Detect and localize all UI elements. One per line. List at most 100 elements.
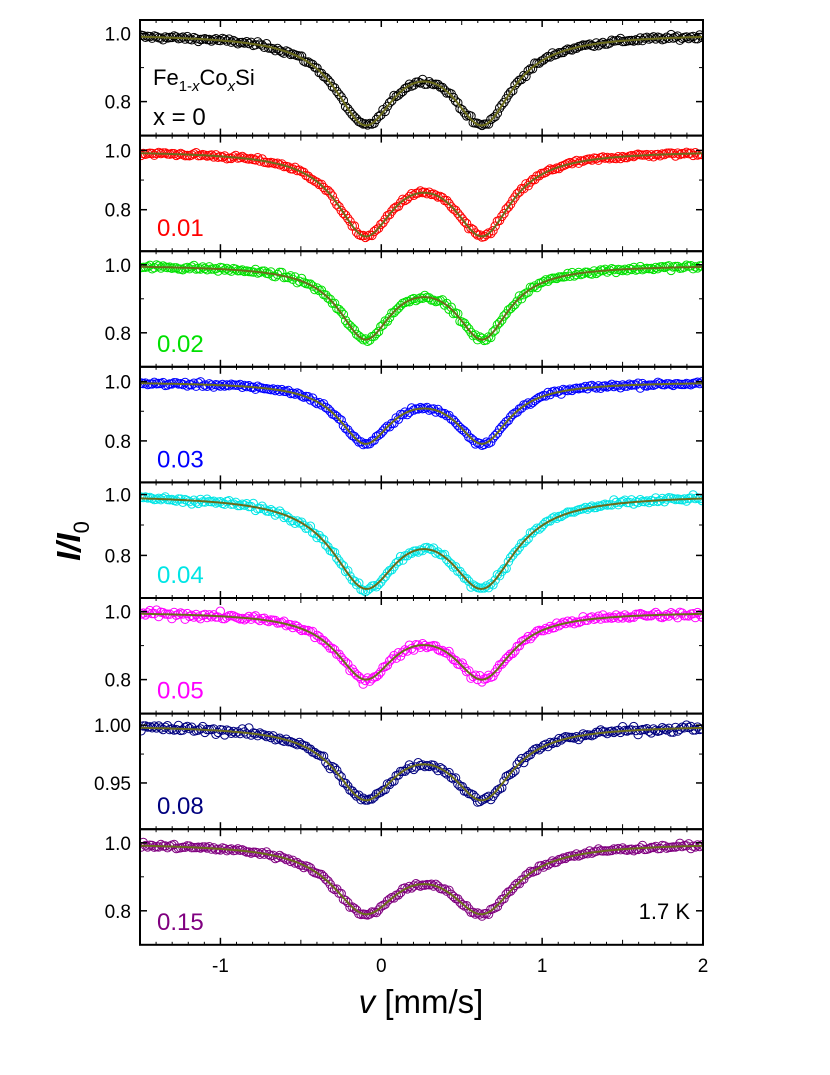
- data-point: [653, 377, 663, 387]
- data-point: [635, 261, 645, 272]
- data-point: [695, 30, 703, 40]
- data-point: [560, 45, 571, 56]
- panel-6: 0.95 1.00 0.08: [94, 712, 704, 831]
- data-point: [631, 609, 641, 619]
- data-point: [391, 558, 401, 568]
- y-tick-label: 1.0: [105, 834, 131, 855]
- data-point: [316, 751, 327, 761]
- data-point: [494, 318, 505, 328]
- data-point: [439, 767, 450, 777]
- data-point: [446, 772, 456, 783]
- series-label-5: 0.05: [157, 678, 204, 705]
- data-point: [587, 612, 597, 622]
- data-point: [490, 325, 500, 335]
- data-point: [655, 843, 665, 854]
- data-point: [508, 648, 518, 659]
- data-point: [521, 288, 531, 298]
- fit-line-4: [140, 497, 703, 591]
- data-point: [250, 505, 261, 516]
- data-point: [398, 647, 408, 657]
- data-point: [450, 96, 461, 106]
- series-label-6: 0.08: [157, 793, 204, 820]
- series-label-1: 0.01: [157, 215, 204, 242]
- fit-line-6: [140, 726, 703, 802]
- data-point: [354, 116, 364, 127]
- data-point: [508, 409, 518, 420]
- data-point: [213, 727, 223, 738]
- data-point: [158, 261, 168, 271]
- data-point: [233, 844, 243, 854]
- data-point: [492, 901, 503, 912]
- data-point: [360, 675, 371, 686]
- panels-group: 0.8 1.0 x = 0 0.8 1.0 0.01 0.8 1.0 0.02 0.8 1.0 0.0…: [94, 19, 704, 946]
- data-point: [307, 866, 318, 876]
- data-point: [391, 653, 401, 663]
- data-point: [499, 894, 509, 904]
- data-point: [633, 378, 643, 388]
- data-point: [343, 104, 353, 114]
- data-point: [314, 750, 324, 760]
- data-point: [648, 264, 659, 275]
- data-point: [292, 516, 302, 526]
- data-point: [615, 383, 626, 393]
- data-point: [158, 608, 168, 618]
- data-point: [648, 152, 659, 162]
- data-point: [149, 721, 160, 731]
- panel-2: 0.8 1.0 0.02: [105, 250, 704, 368]
- data-point: [358, 585, 368, 595]
- data-point: [336, 307, 346, 317]
- data-point: [622, 153, 632, 163]
- data-point: [380, 423, 390, 433]
- data-point: [503, 202, 514, 212]
- data-point: [312, 283, 322, 293]
- data-point: [486, 228, 496, 239]
- data-point: [536, 626, 547, 636]
- data-point: [398, 766, 408, 776]
- y-tick-label: 0.8: [105, 902, 131, 923]
- data-point: [334, 649, 344, 659]
- data-point: [437, 884, 448, 894]
- fit-line-3: [140, 382, 703, 445]
- data-point: [437, 408, 448, 419]
- y-tick-label: 1.0: [105, 256, 131, 277]
- data-point: [523, 398, 533, 408]
- y-tick-label: 0.8: [105, 671, 131, 692]
- data-point: [587, 380, 597, 391]
- data-point: [334, 770, 344, 780]
- data-point: [508, 195, 518, 205]
- data-point: [158, 35, 168, 45]
- data-point: [543, 165, 553, 176]
- data-point: [468, 790, 478, 800]
- data-point: [629, 262, 639, 273]
- series-label-7: 0.15: [157, 909, 204, 936]
- data-point: [325, 545, 335, 556]
- y-tick-label: 1.0: [105, 373, 131, 394]
- data-point: [459, 217, 470, 227]
- data-points-1: [140, 147, 703, 243]
- data-point: [202, 494, 212, 504]
- data-point: [349, 788, 360, 799]
- data-point: [340, 210, 351, 220]
- data-point: [664, 611, 674, 621]
- data-point: [347, 221, 357, 231]
- data-point: [415, 186, 426, 196]
- data-point: [334, 89, 344, 100]
- data-point: [490, 111, 500, 122]
- data-point: [596, 383, 606, 393]
- fit-line-5: [140, 612, 703, 681]
- data-point: [457, 899, 467, 910]
- data-point: [349, 325, 360, 335]
- data-point: [244, 611, 254, 622]
- data-point: [325, 188, 335, 198]
- data-point: [373, 326, 384, 337]
- data-point: [512, 296, 522, 306]
- data-point: [587, 269, 597, 279]
- data-point: [635, 495, 645, 505]
- data-point: [481, 437, 492, 447]
- data-point: [499, 776, 509, 786]
- data-point: [431, 190, 441, 200]
- data-point: [373, 670, 384, 680]
- data-point: [371, 328, 382, 339]
- data-point: [611, 267, 621, 278]
- data-point: [519, 290, 529, 300]
